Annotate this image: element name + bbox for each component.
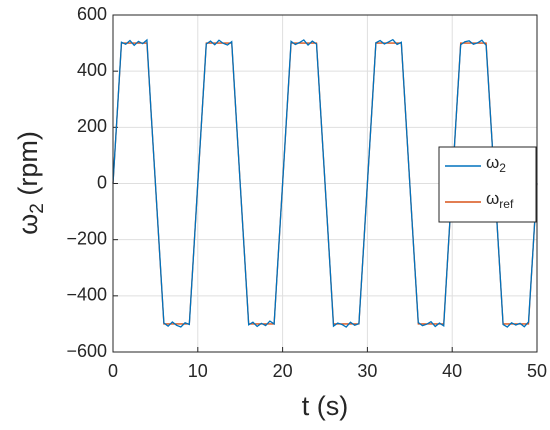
x-tick-label: 50 xyxy=(527,361,547,381)
x-tick-label: 30 xyxy=(357,361,377,381)
y-axis-label: ω2 (rpm) xyxy=(13,131,48,235)
series-line xyxy=(112,38,538,328)
x-tick-label: 40 xyxy=(442,361,462,381)
x-tick-label: 20 xyxy=(273,361,293,381)
y-tick-label: 400 xyxy=(77,60,107,80)
x-tick-label: 0 xyxy=(108,361,118,381)
x-tick-label: 10 xyxy=(188,361,208,381)
y-tick-label: −400 xyxy=(66,285,107,305)
legend-label: ωref xyxy=(486,189,514,211)
y-tick-label: −200 xyxy=(66,228,107,248)
legend-label: ω2 xyxy=(486,153,506,175)
y-tick-label: 600 xyxy=(77,4,107,24)
y-tick-label: −600 xyxy=(66,341,107,361)
legend-box xyxy=(438,146,537,223)
plot-frame xyxy=(112,14,538,353)
y-tick-label: 0 xyxy=(97,172,107,192)
y-tick-label: 200 xyxy=(77,116,107,136)
x-axis-label: t (s) xyxy=(302,391,349,421)
